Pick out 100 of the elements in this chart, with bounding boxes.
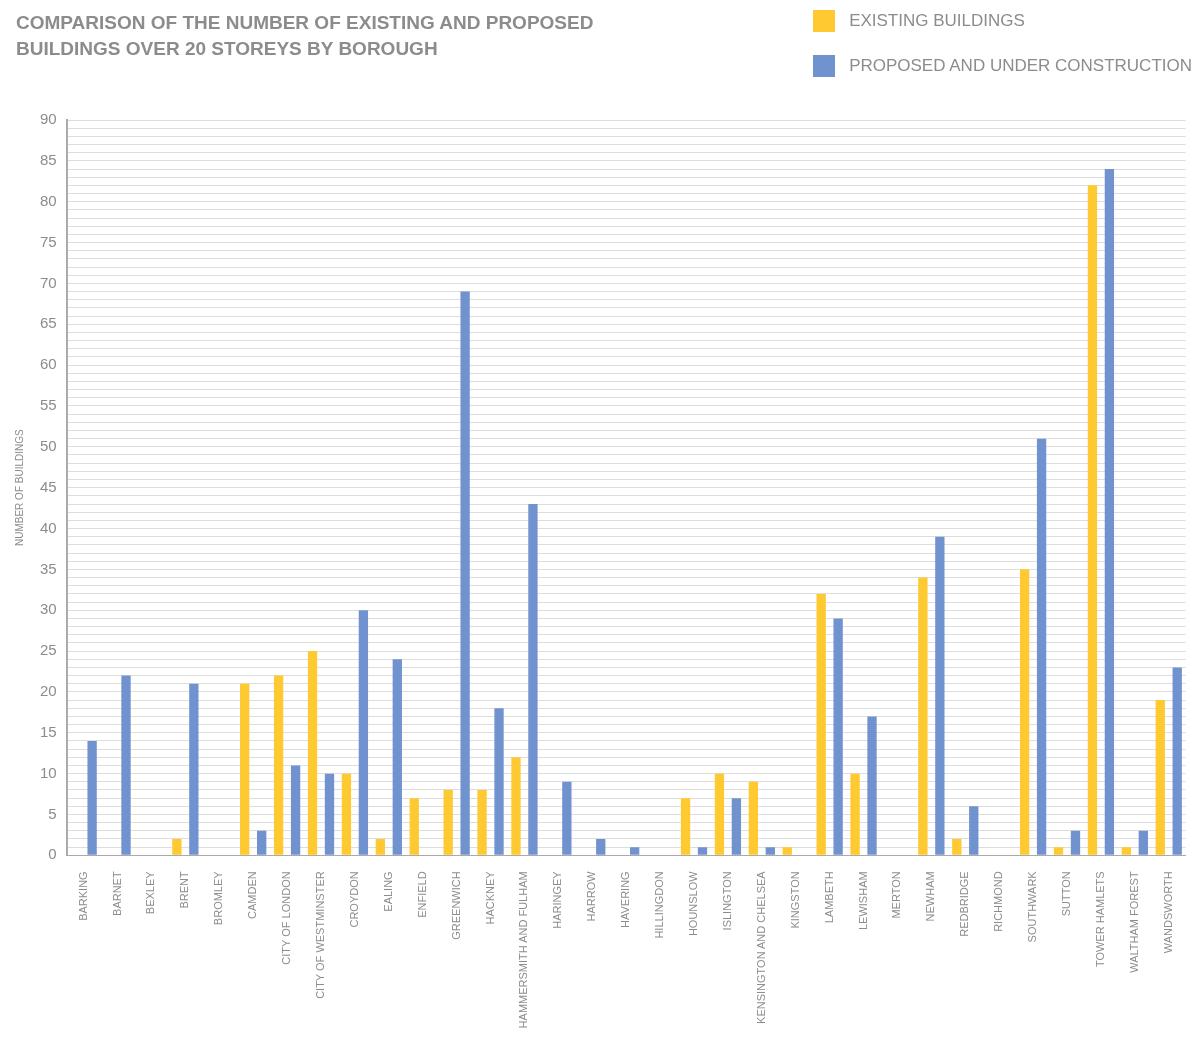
x-tick-label: HARINGEY	[551, 870, 564, 929]
bar	[528, 504, 538, 855]
x-tick-label: HAVERING	[619, 871, 632, 928]
x-tick-label: HACKNEY	[483, 870, 496, 925]
bar	[375, 838, 386, 855]
bar	[918, 577, 928, 855]
x-tick-label: BROMLEY	[212, 870, 225, 926]
x-tick-label: ISLINGTON	[720, 871, 733, 931]
y-tick-label: 25	[40, 641, 57, 659]
bar	[477, 789, 487, 855]
bar	[172, 838, 182, 855]
x-tick-label: ENFIELD	[415, 871, 428, 918]
x-tick-label: BEXLEY	[144, 870, 157, 915]
x-tick-label: CITY OF WESTMINSTER	[314, 871, 327, 999]
y-tick-label: 80	[40, 191, 57, 209]
bar	[748, 781, 759, 855]
x-tick-label: WANDSWORTH	[1161, 871, 1174, 954]
bar	[1019, 569, 1030, 855]
bar	[1138, 830, 1148, 855]
bar	[1155, 700, 1165, 855]
bar	[307, 651, 318, 855]
bar	[273, 675, 284, 855]
x-tick-label: MERTON	[890, 871, 903, 919]
bar	[494, 708, 504, 855]
y-tick-label: 70	[40, 273, 57, 291]
chart-title: COMPARISON OF THE NUMBER OF EXISTING AND PROPOSED BUILDINGS OVER 20 STOREYS BY BOROUGH	[16, 11, 595, 61]
bar	[460, 291, 470, 855]
y-tick-label: 40	[40, 518, 57, 536]
y-tick-label: 65	[40, 314, 57, 332]
bar	[562, 781, 572, 855]
x-tick-label: CITY OF LONDON	[280, 871, 293, 965]
bar	[867, 716, 877, 855]
y-tick-label: 5	[48, 804, 57, 822]
x-tick-label: HARROW	[585, 870, 598, 922]
x-tick-label: HOUNSLOW	[687, 870, 700, 937]
x-tick-label: NEWHAM	[924, 871, 937, 922]
y-tick-label: 0	[48, 845, 57, 863]
y-tick-label: 10	[40, 763, 57, 781]
bar	[240, 683, 250, 855]
bar	[1070, 830, 1081, 855]
bar	[952, 838, 962, 855]
bar	[630, 847, 640, 855]
x-tick-label: LAMBETH	[822, 871, 835, 924]
bar	[1036, 438, 1047, 855]
x-tick-label: SOUTHWARK	[1026, 870, 1039, 943]
bar	[714, 773, 725, 855]
bar	[443, 789, 453, 855]
x-tick-label: SUTTON	[1060, 871, 1073, 917]
x-tick-label: REDBRIDGE	[958, 871, 971, 937]
legend-label: EXISTING BUILDINGS	[849, 11, 1025, 31]
bar	[1121, 847, 1132, 855]
bar	[816, 593, 826, 855]
x-tick-label: WALTHAM FOREST	[1127, 871, 1140, 973]
bar	[1087, 185, 1098, 855]
x-tick-label: BRENT	[178, 871, 191, 909]
x-tick-label: RICHMOND	[992, 871, 1005, 932]
y-tick-label: 85	[40, 150, 57, 168]
bar	[833, 618, 843, 855]
bar	[189, 683, 199, 855]
bar	[324, 773, 335, 855]
bar	[257, 830, 267, 855]
bar	[341, 773, 352, 855]
bar	[290, 765, 301, 855]
y-tick-label: 35	[40, 559, 57, 577]
y-tick-label: 15	[40, 722, 57, 740]
bar	[935, 536, 945, 855]
bar	[121, 675, 131, 855]
bar	[680, 798, 691, 855]
x-tick-label: KENSINGTON AND CHELSEA	[754, 870, 767, 1024]
bar	[1104, 169, 1115, 855]
bar	[596, 838, 606, 855]
x-tick-label: HAMMERSMITH AND FULHAM	[517, 871, 530, 1029]
x-tick-label: BARKING	[76, 871, 89, 921]
y-axis-title: NUMBER OF BUILDINGS	[13, 429, 25, 547]
bar	[969, 806, 979, 855]
bar	[850, 773, 860, 855]
legend-label: PROPOSED AND UNDER CONSTRUCTION	[849, 56, 1192, 76]
y-tick-label: 60	[40, 355, 57, 373]
bar	[1053, 847, 1064, 855]
y-tick-label: 55	[40, 396, 57, 414]
x-tick-label: KINGSTON	[788, 871, 801, 929]
bar	[1172, 667, 1182, 855]
bar	[782, 847, 792, 855]
x-tick-label: BARNET	[110, 871, 123, 916]
x-tick-label: CAMDEN	[246, 871, 259, 919]
y-tick-label: 30	[40, 600, 57, 618]
x-tick-label: TOWER HAMLETS	[1093, 871, 1106, 968]
x-tick-label: GREENWICH	[449, 871, 462, 940]
y-tick-label: 75	[40, 232, 57, 250]
x-tick-label: EALING	[381, 871, 394, 912]
x-tick-label: HILLINGDON	[653, 871, 666, 939]
y-tick-label: 45	[40, 477, 57, 495]
bar	[731, 798, 742, 855]
bar	[697, 847, 708, 855]
y-tick-label: 50	[40, 436, 57, 454]
bar	[765, 847, 775, 855]
bar	[511, 757, 521, 855]
x-tick-label: CROYDON	[347, 871, 360, 928]
y-tick-label: 20	[40, 682, 57, 700]
y-tick-label: 90	[40, 110, 57, 128]
